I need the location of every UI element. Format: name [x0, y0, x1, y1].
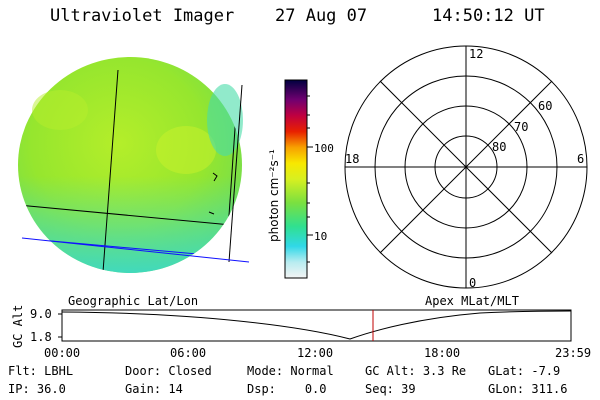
- time-label: 14:50:12 UT: [432, 6, 545, 26]
- altitude-plot: [58, 309, 572, 342]
- altitude-tick-1-8: 1.8: [30, 330, 52, 344]
- coastline-fragment: [208, 172, 218, 215]
- mlat-label-70: 70: [514, 120, 528, 134]
- date-label: 27 Aug 07: [275, 6, 368, 26]
- status-filter: Flt: LBHL: [8, 364, 74, 378]
- altitude-tick-9: 9.0: [30, 307, 52, 321]
- time-tick-1800: 18:00: [424, 346, 461, 360]
- colorbar-tick-10: 10: [314, 230, 327, 243]
- time-tick-1200: 12:00: [297, 346, 334, 360]
- status-dsp: Dsp: 0.0: [247, 382, 327, 396]
- colorbar-tick-100: 100: [314, 142, 334, 155]
- mlt-label-18: 18: [345, 152, 359, 166]
- status-gain: Gain: 14: [125, 382, 183, 396]
- geo-parallel-line: [18, 204, 242, 227]
- status-gc-alt: GC Alt: 3.3 Re: [365, 364, 467, 378]
- magnetic-line: [21, 237, 250, 263]
- mlat-label-80: 80: [492, 140, 506, 154]
- altitude-curve: [61, 310, 572, 340]
- status-mode: Mode: Normal: [247, 364, 334, 378]
- geo-meridian-line: [102, 69, 119, 273]
- mlat-label-60: 60: [538, 99, 552, 113]
- mlt-label-6: 6: [577, 152, 584, 166]
- status-glat: GLat: -7.9: [488, 364, 561, 378]
- geo-meridian-line: [228, 84, 243, 263]
- status-seq: Seq: 39: [365, 382, 416, 396]
- mlt-label-12: 12: [469, 47, 483, 61]
- status-door: Door: Closed: [125, 364, 212, 378]
- colorbar: [284, 79, 313, 279]
- status-glon: GLon: 311.6: [488, 382, 568, 396]
- time-tick-2359: 23:59: [555, 346, 592, 360]
- status-ip: IP: 36.0: [8, 382, 66, 396]
- polar-diagonal: [379, 80, 553, 254]
- instrument-title: Ultraviolet Imager: [50, 6, 235, 26]
- time-tick-0000: 00:00: [44, 346, 81, 360]
- colorbar-unit-label: photon cm⁻²s⁻¹: [267, 149, 281, 242]
- mlt-label-0: 0: [469, 276, 476, 290]
- uv-earth-image: [18, 57, 250, 273]
- polar-plot: [344, 45, 588, 289]
- apex-caption: Apex MLat/MLT: [425, 294, 519, 308]
- time-tick-0600: 06:00: [170, 346, 207, 360]
- altitude-axis-label: GC Alt: [11, 305, 25, 348]
- altitude-plot-frame: [61, 309, 572, 342]
- geographic-caption: Geographic Lat/Lon: [68, 294, 199, 308]
